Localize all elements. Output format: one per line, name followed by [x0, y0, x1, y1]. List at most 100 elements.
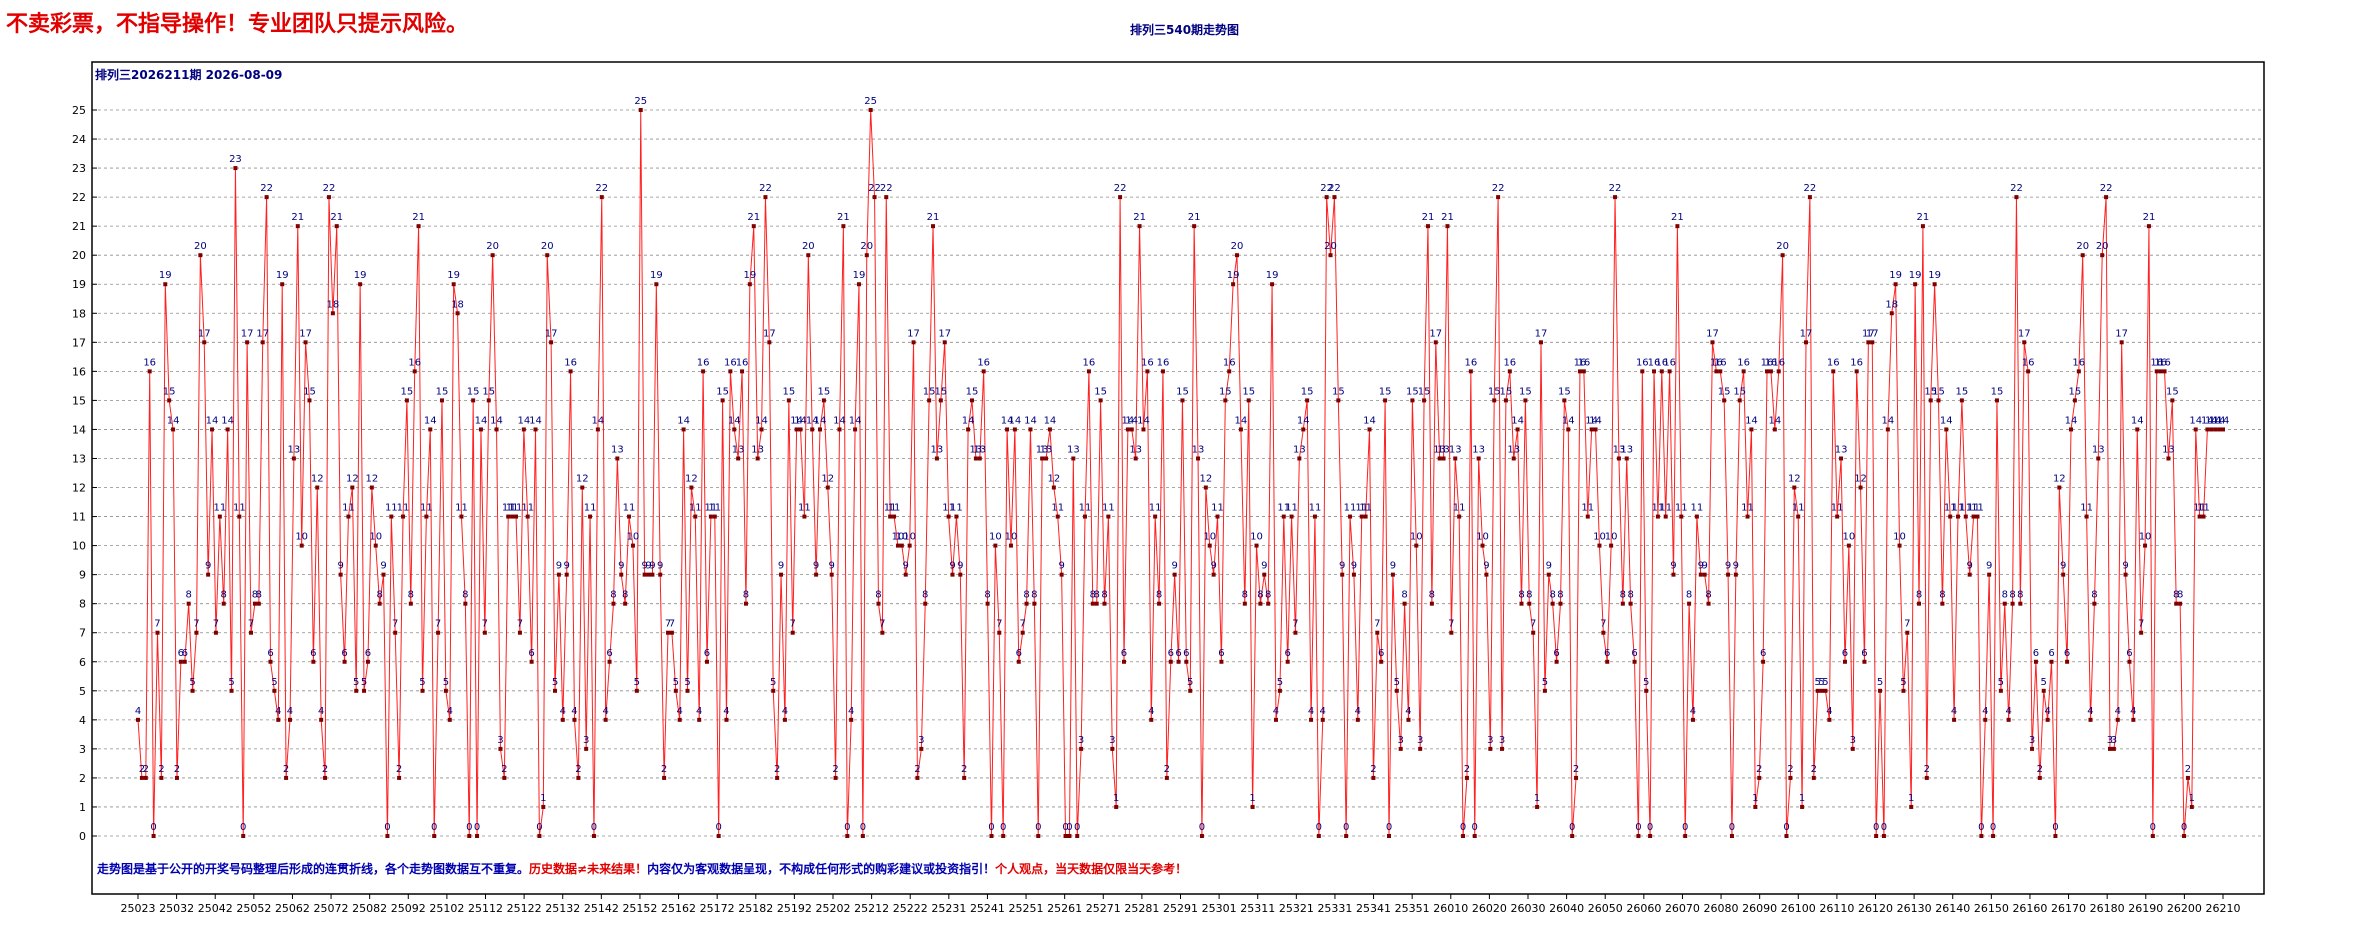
data-label: 3	[1499, 735, 1505, 746]
data-label: 16	[1141, 357, 1154, 368]
data-point	[1819, 688, 1824, 693]
data-point	[1453, 456, 1458, 461]
data-label: 6	[1631, 648, 1637, 659]
data-point	[1075, 834, 1080, 838]
data-point	[1367, 427, 1372, 432]
data-label: 11	[1344, 503, 1357, 514]
data-label: 13	[1613, 444, 1626, 455]
data-label: 22	[323, 183, 336, 194]
data-point	[623, 601, 628, 606]
data-point	[1445, 224, 1450, 229]
data-point	[1394, 688, 1399, 693]
data-label: 8	[1518, 590, 1524, 601]
trend-line	[137, 109, 2223, 837]
data-label: 8	[1939, 590, 1945, 601]
data-point	[2221, 427, 2225, 432]
data-point	[475, 834, 480, 838]
data-label: 4	[602, 706, 608, 717]
data-label: 6	[1553, 648, 1559, 659]
data-point	[1710, 340, 1715, 345]
data-label: 8	[221, 590, 227, 601]
data-point	[2119, 340, 2124, 345]
data-point	[1184, 659, 1189, 664]
data-point	[1928, 398, 1933, 403]
data-label: 18	[1885, 299, 1898, 310]
data-label: 22	[868, 183, 881, 194]
data-point	[428, 427, 433, 432]
data-point	[1788, 775, 1793, 780]
data-point	[1765, 369, 1770, 374]
data-label: 20	[2076, 241, 2089, 252]
data-point	[393, 630, 398, 635]
y-tick-label: 4	[79, 714, 86, 727]
data-label: 14	[529, 415, 542, 426]
data-point	[724, 717, 729, 722]
data-point	[954, 514, 959, 519]
data-point	[1835, 514, 1840, 519]
data-label: 10	[1843, 532, 1856, 543]
data-point	[666, 630, 671, 635]
data-point	[206, 572, 211, 577]
data-label: 19	[354, 270, 367, 281]
data-point	[1917, 601, 1922, 606]
data-point	[919, 746, 924, 751]
data-point	[182, 659, 187, 664]
data-point	[1496, 195, 1501, 200]
data-label: 20	[541, 241, 554, 252]
data-label: 5	[684, 677, 690, 688]
data-label: 11	[1355, 503, 1368, 514]
data-point	[2182, 834, 2187, 838]
data-point	[432, 834, 437, 838]
data-label: 4	[1273, 706, 1279, 717]
data-point	[1168, 659, 1173, 664]
x-tick-label: 25142	[584, 902, 619, 915]
data-point	[1952, 717, 1957, 722]
data-label: 8	[185, 590, 191, 601]
x-tick-label: 25062	[275, 902, 310, 915]
data-label: 14	[790, 415, 803, 426]
data-point	[439, 398, 444, 403]
data-label: 11	[1652, 503, 1665, 514]
data-point	[1285, 659, 1290, 664]
data-point	[1118, 195, 1123, 200]
data-point	[1273, 717, 1278, 722]
data-point	[997, 630, 1002, 635]
data-point	[2010, 601, 2015, 606]
data-point	[693, 514, 698, 519]
data-point	[1086, 369, 1091, 374]
data-point	[938, 398, 943, 403]
data-point	[1866, 340, 1871, 345]
data-point	[950, 572, 955, 577]
data-point	[303, 340, 308, 345]
data-label: 14	[1511, 415, 1524, 426]
data-point	[697, 717, 702, 722]
data-label: 8	[1401, 590, 1407, 601]
data-label: 11	[623, 503, 636, 514]
data-label: 4	[2044, 706, 2050, 717]
data-label: 15	[1558, 386, 1571, 397]
x-tick-label: 26140	[1935, 902, 1970, 915]
data-point	[1036, 834, 1041, 838]
data-point	[1468, 369, 1473, 374]
data-label: 8	[2002, 590, 2008, 601]
data-label: 1	[1534, 793, 1540, 804]
data-point	[1987, 572, 1992, 577]
data-label: 3	[1078, 735, 1084, 746]
data-label: 8	[1031, 590, 1037, 601]
data-point	[159, 775, 164, 780]
data-point	[354, 688, 359, 693]
data-label: 11	[213, 503, 226, 514]
data-point	[1885, 427, 1890, 432]
x-tick-label: 25271	[1086, 902, 1121, 915]
data-label: 14	[475, 415, 488, 426]
data-point	[249, 630, 254, 635]
data-label: 13	[1433, 444, 1446, 455]
data-point	[595, 427, 600, 432]
data-point	[1196, 456, 1201, 461]
data-label: 11	[950, 503, 963, 514]
data-point	[1047, 427, 1052, 432]
x-tick-label: 25331	[1317, 902, 1352, 915]
data-point	[252, 601, 257, 606]
data-label: 7	[482, 619, 488, 630]
plot-frame	[91, 61, 2265, 895]
